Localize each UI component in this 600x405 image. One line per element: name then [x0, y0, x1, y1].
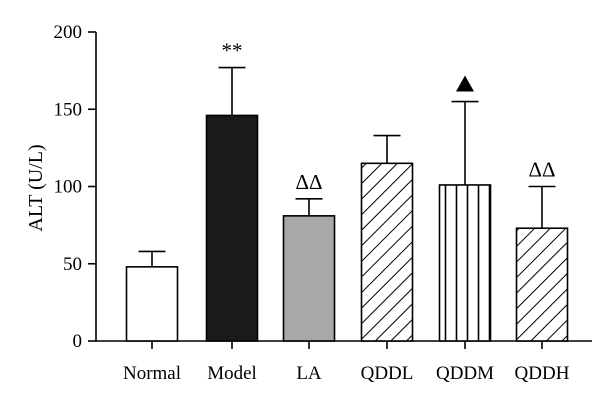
bar-qddh: [515, 227, 569, 342]
axes: [88, 31, 592, 349]
y-axis-title: ALT (U/L): [25, 144, 47, 231]
bar-qddl: [360, 162, 414, 342]
bar-normal: [125, 266, 179, 342]
annotation-triangle-qddm: [456, 75, 474, 92]
labels: 0 50 100 150 200 Normal Model ** LA ΔΔ QDDL QDDM QDD…: [54, 22, 570, 384]
x-tick-label-qddh: QDDH: [515, 363, 570, 384]
bar-la: [282, 215, 336, 342]
y-tick-label-150: 150: [54, 99, 83, 120]
annotation-qddh: ΔΔ: [528, 158, 555, 182]
x-tick-label-la: LA: [296, 363, 322, 384]
bar-qddm: [438, 184, 492, 342]
bars: [125, 66, 569, 342]
annotation-model: **: [222, 39, 243, 63]
y-tick-label-0: 0: [73, 331, 83, 352]
y-tick-label-100: 100: [54, 177, 83, 198]
y-tick-label-200: 200: [54, 22, 83, 43]
x-tick-label-qddm: QDDM: [436, 363, 494, 384]
x-tick-label-normal: Normal: [123, 363, 181, 384]
x-tick-label-qddl: QDDL: [361, 363, 414, 384]
bar-model: [205, 114, 259, 342]
x-tick-label-model: Model: [207, 363, 257, 384]
annotation-la: ΔΔ: [295, 170, 322, 194]
y-tick-label-50: 50: [63, 254, 82, 275]
